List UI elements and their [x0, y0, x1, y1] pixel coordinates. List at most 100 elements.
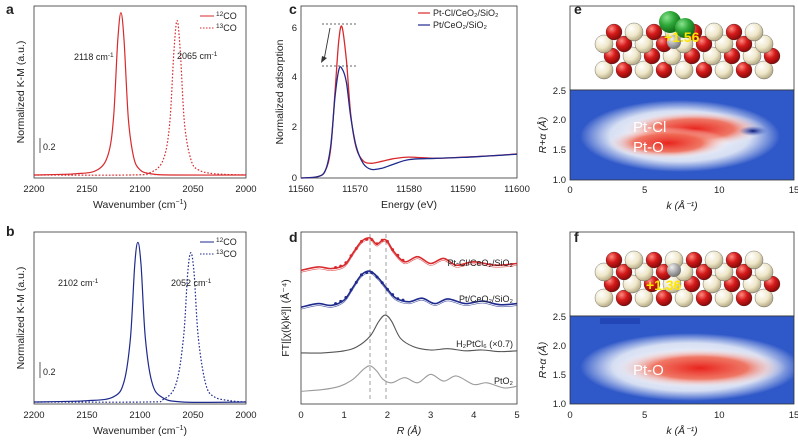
curves-a [33, 12, 247, 176]
wavelet-feature-e-pto [606, 127, 730, 159]
x-tick-b-4: 2000 [235, 410, 256, 421]
marker-d-pt [375, 275, 379, 279]
peak-label-b-2052: 2052 cm-1 [171, 278, 212, 288]
marker-d-ptcl [334, 266, 338, 269]
cerium-atom [594, 288, 614, 308]
curve-label-d-pt: Pt/CeO₂/SiO₂ [459, 294, 514, 304]
cerium-atom [742, 46, 762, 66]
cerium-atom [744, 22, 764, 42]
y-tick-c-0: 0 [292, 173, 297, 184]
cerium-atom [754, 60, 774, 80]
cerium-atom [622, 274, 642, 294]
cerium-atom [754, 262, 774, 282]
atomic-structure-e [594, 11, 781, 80]
y-axis-label-d: FT|[χ(k)k³]| (Å⁻⁴) [279, 279, 292, 357]
x-tick-c-3: 11590 [450, 184, 476, 195]
panel-f: f +1.36 Pt-O 0 5 10 15 1.0 1.5 2.0 2.5 k… [536, 229, 798, 437]
oxygen-atom [645, 23, 663, 41]
cerium-atom [754, 288, 774, 308]
x-axis-label-d: R (Å) [397, 424, 422, 437]
series-c-pt [300, 66, 518, 179]
map-frame-e [569, 89, 795, 181]
fit-d-pt [300, 272, 518, 310]
marker-d-ptcl [365, 237, 369, 241]
marker-d-ptcl [401, 258, 405, 262]
oxygen-atom [655, 289, 673, 307]
series-b-12co [33, 241, 247, 403]
scale-bar-label-a: 0.2 [43, 142, 56, 152]
ticks-e: 0 5 10 15 1.0 1.5 2.0 2.5 [553, 86, 798, 196]
panel-c: c Pt-Cl/CeO₂/SiO₂ Pt/CeO₂/SiO₂ 11560 115… [274, 1, 530, 211]
oxygen-atom [605, 251, 623, 269]
wavelet-map-f: Pt-O [570, 316, 798, 404]
panel-letter-c: c [289, 1, 297, 17]
oxygen-atom [735, 35, 753, 53]
marker-d-ptcl [370, 238, 374, 242]
oxygen-atom [735, 61, 753, 79]
panel-a: a 0.2 12CO 13CO 2118 cm-1 2065 cm-1 2200… [6, 1, 257, 211]
scale-bar-label-b: 0.2 [43, 367, 56, 377]
x-tick-d-5: 5 [514, 410, 519, 421]
oxygen-atom [735, 289, 753, 307]
x-tick-a-4: 2000 [235, 184, 256, 195]
y-tick-e-2: 2.0 [553, 115, 566, 126]
peak-label-a-2118: 2118 cm-1 [74, 52, 114, 62]
marker-d-pt [370, 271, 374, 275]
map-label-e-ptcl: Pt-Cl [633, 119, 666, 136]
panel-letter-e: e [574, 1, 582, 17]
oxygen-atom [735, 263, 753, 281]
cerium-atom [754, 34, 774, 54]
cerium-atom [594, 262, 614, 282]
platinum-atom [667, 35, 681, 49]
marker-d-pt [344, 296, 348, 299]
y-tick-c-3: 6 [292, 23, 297, 34]
legend-label-a-12co: 12CO [216, 11, 237, 21]
x-tick-f-1: 5 [642, 410, 647, 421]
legend-label-c-ptcl: Pt-Cl/CeO₂/SiO₂ [433, 8, 499, 18]
y-tick-e-0: 1.0 [553, 175, 566, 186]
x-tick-d-0: 0 [298, 410, 303, 421]
oxygen-atom [695, 263, 713, 281]
y-axis-label-a: Normalized K-M (a.u.) [15, 41, 27, 144]
x-tick-e-2: 10 [714, 185, 725, 196]
series-a-13co [33, 19, 247, 176]
cerium-atom [634, 60, 654, 80]
cerium-atom [744, 250, 764, 270]
cerium-atom [634, 288, 654, 308]
ticks-c: 11560 11570 11580 11590 11600 0 2 4 6 [288, 23, 530, 195]
x-ticks-d: 0 1 2 3 4 5 [298, 410, 519, 421]
x-axis-label-e: k (Å⁻¹) [666, 199, 697, 212]
cerium-atom [742, 274, 762, 294]
x-tick-e-1: 5 [642, 185, 647, 196]
plot-frame-b [33, 231, 247, 405]
ticks-f: 0 5 10 15 1.0 1.5 2.0 2.5 [553, 312, 798, 421]
y-axis-label-f: R+α (Å) [536, 342, 549, 379]
charge-label-f: +1.36 [646, 277, 682, 293]
plot-frame-c [300, 5, 518, 179]
curves-c [300, 25, 518, 179]
marker-d-pt [396, 297, 400, 301]
cerium-atom [622, 46, 642, 66]
x-tick-c-0: 11560 [288, 184, 314, 195]
x-axis-label-b: Wavenumber (cm−1) [93, 425, 187, 437]
marker-d-ptcl [385, 239, 389, 243]
peak-arrow [323, 27, 331, 61]
oxygen-atom [725, 251, 743, 269]
x-tick-f-3: 15 [789, 410, 798, 421]
marker-d-ptcl [375, 242, 379, 246]
wavelet-feature-f-pto [614, 348, 786, 388]
curves-d [300, 237, 518, 392]
marker-d-pt [391, 293, 395, 297]
x-tick-b-2: 2100 [129, 410, 150, 421]
marker-d-ptcl [344, 261, 348, 265]
x-tick-a-2: 2100 [129, 184, 150, 195]
legend-label-b-12co: 12CO [216, 237, 237, 247]
fit-d-ptcl [300, 239, 518, 273]
x-axis-label-c: Energy (eV) [381, 199, 437, 211]
panel-b: b 0.2 12CO 13CO 2102 cm-1 2052 cm-1 2200… [6, 223, 257, 437]
oxygen-atom [655, 61, 673, 79]
marker-d-pt [385, 287, 389, 291]
marker-d-pt [360, 273, 363, 277]
wavelet-dark-spot-e [739, 126, 767, 136]
